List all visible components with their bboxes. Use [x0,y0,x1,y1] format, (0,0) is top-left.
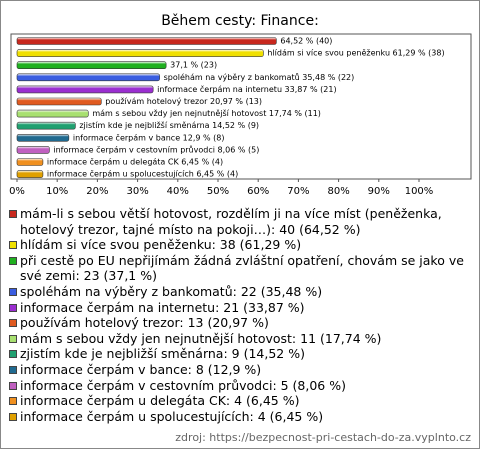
legend-label: spoléhám na výběry z bankomatů: 22 (35,4… [20,283,323,299]
bar [16,37,277,45]
legend-swatch [9,350,17,359]
legend-item: informace čerpám na internetu: 21 (33,87… [9,300,471,316]
x-tick-label: 80% [327,186,349,197]
plot-frame [10,33,472,180]
bar [16,49,264,57]
bar [16,61,167,70]
legend-item: mám-li s sebou větší hotovost, rozdělím … [9,206,471,237]
value-label: 64,52 % (40) [280,37,332,46]
bar [16,97,102,106]
x-tick-label: 60% [247,186,269,197]
legend-item: informace čerpám u delegáta CK: 4 (6,45 … [9,393,471,409]
legend-item: informace čerpám u spolucestujících: 4 (… [9,409,471,425]
legend-label: mám-li s sebou větší hotovost, rozdělím … [20,206,442,237]
bar [16,134,70,142]
legend-label: informace čerpám u spolucestujících: 4 (… [20,408,324,424]
legend-swatch [9,303,17,312]
value-label: 37,1 % (23) [170,61,217,70]
x-tick-label: 0% [9,186,25,197]
legend-label: při cestě po EU nepřijímám žádná zvláštn… [20,252,464,284]
legend-label: hlídám si více svou peněženku: 38 (61,29… [20,237,302,253]
legend-label: zjistím kde je nejbližší směnárna: 9 (14… [20,346,305,362]
chart-title: Během cesty: Finance: [161,13,319,29]
value-label: informace čerpám v cestovním průvodci 8,… [53,144,259,154]
legend-swatch [9,210,17,218]
value-label: informace čerpám u spolucestujících 6,45… [47,169,238,179]
legend-swatch [9,256,17,265]
x-tick-label: 40% [167,186,189,197]
value-label: spoléhám na výběry z bankomatů 35,48 % (… [164,72,355,82]
legend-swatch [9,334,17,343]
plot: Během cesty: Finance: 0% 10% 20% 30% 40% 50% 6… [9,13,472,197]
legend-item: informace čerpám v cestovním průvodci: 5… [9,378,471,394]
legend-label: používám hotelový trezor: 13 (20,97 %) [20,315,269,331]
legend-item: zjistím kde je nejbližší směnárna: 9 (14… [9,346,471,362]
legend-item: informace čerpám v bance: 8 (12,9 %) [9,362,471,378]
legend-label: mám s sebou vždy jen nejnutnější hotovos… [20,330,382,346]
x-tick-label: 70% [287,186,309,197]
bar [16,170,44,178]
bar [16,158,44,166]
legend-swatch [9,287,17,296]
legend-label: informace čerpám na internetu: 21 (33,87… [20,299,305,315]
legend-item: používám hotelový trezor: 13 (20,97 %) [9,315,471,331]
bar [16,73,160,82]
value-label: hlídám si více svou peněženku 61,29 % (3… [267,49,444,58]
legend-swatch [9,397,17,406]
legend-item: při cestě po EU nepřijímám žádná zvláštn… [9,253,471,284]
legend-swatch [9,241,17,250]
x-tick-label: 100% [405,186,434,197]
value-label: informace čerpám na internetu 33,87 % (2… [157,84,336,94]
x-tick-label: 30% [126,186,148,197]
source: zdroj: https://bezpecnost-pri-cestach-do… [175,431,471,444]
legend-item: mám s sebou vždy jen nejnutnější hotovos… [9,331,471,347]
x-tick-label: 50% [207,186,229,197]
x-tick-label: 20% [86,186,108,197]
bar [16,121,76,130]
legend-label: informace čerpám u delegáta CK: 4 (6,45 … [20,393,300,409]
legend-swatch [9,365,17,374]
legend-label: informace čerpám v bance: 8 (12,9 %) [20,361,262,377]
legend-swatch [9,412,17,421]
legend-item: hlídám si více svou peněženku: 38 (61,29… [9,237,471,253]
legend-swatch [9,319,17,328]
value-label: informace čerpám u delegáta CK 6,45 % (4… [47,157,223,167]
legend-item: spoléhám na výběry z bankomatů: 22 (35,4… [9,284,471,300]
bar [16,146,50,154]
legend: mám-li s sebou větší hotovost, rozdělím … [9,206,471,424]
legend-swatch [9,381,17,390]
bar [16,85,154,94]
value-label: mám s sebou vždy jen nejnutnější hotovos… [92,108,321,118]
legend-label: informace čerpám v cestovním průvodci: 5… [20,377,346,393]
bar [16,109,89,118]
value-label: používám hotelový trezor 20,97 % (13) [105,97,262,106]
x-tick-label: 10% [46,186,68,197]
value-label: zjistím kde je nejbližší směnárna 14,52 … [79,120,259,130]
value-label: informace čerpám v bance 12,9 % (8) [73,132,225,142]
x-tick-label: 90% [368,186,390,197]
